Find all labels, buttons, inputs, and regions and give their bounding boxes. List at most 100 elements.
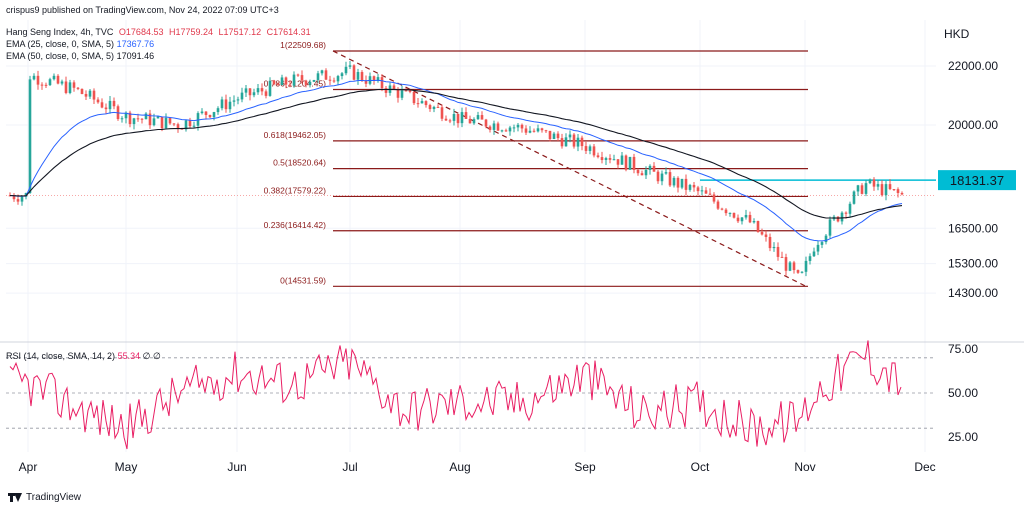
close-value: C17614.31 [266,27,311,37]
candle-body [684,178,688,190]
candle-body [736,217,740,222]
candle-body [840,212,844,222]
candle-body [604,158,608,161]
candle-body [552,133,556,140]
candle-body [420,101,424,104]
candle-body [568,134,572,138]
candle-body [260,88,264,92]
time-tick-label: Dec [914,460,935,474]
candle-body [416,103,420,105]
candle-body [528,130,532,133]
candle-body [772,246,776,249]
candle-body [352,65,356,80]
candle-body [600,157,604,161]
candle-body [192,125,196,127]
candle-body [876,184,880,187]
fib-level-label: 0.236(16414.42) [264,220,327,230]
candle-body [284,77,288,85]
candle-body [712,194,716,202]
candle-body [796,270,800,273]
candle-body [496,123,500,131]
candle-body [216,108,220,113]
ema50-value: 17091.46 [116,51,155,61]
candle-body [656,171,660,182]
price-axis[interactable]: 22000.00 20000.00 16500.00 15300.00 14300.00… [938,59,1016,300]
candle-body [676,177,680,188]
candle-body [240,92,244,100]
candle-body [128,112,132,125]
candle-body [724,209,728,214]
candle-body [820,242,824,245]
candle-body [504,130,508,132]
rsi-panel: 75.00 50.00 25.00 [6,340,978,450]
tradingview-footer[interactable]: TradingView [8,492,81,503]
candle-body [324,70,328,80]
candle-body [148,113,152,126]
candle-body [688,184,692,190]
candle-body [248,88,252,96]
candle-body [312,79,316,82]
candle-body [132,118,136,125]
ema50-legend[interactable]: EMA (50, close, 0, SMA, 5) 17091.46 [6,51,154,61]
candle-body [804,260,808,272]
candle-body [464,112,468,119]
ema25-legend[interactable]: EMA (25, close, 0, SMA, 5) 17367.76 [6,39,154,49]
candle-body [612,159,616,161]
candle-body [456,114,460,124]
candle-body [852,191,856,204]
candle-body [440,107,444,119]
candle-body [540,128,544,131]
candle-body [860,185,864,194]
candle-body [112,100,116,107]
candle-body [72,82,76,88]
candle-body [256,88,260,93]
current-price-label: 18131.37 [950,173,1004,188]
candle-body [280,77,284,86]
candle-body [76,87,80,89]
candle-body [636,169,640,174]
candle-body [780,256,784,258]
candle-body [372,76,376,81]
time-tick-label: Jul [342,460,357,474]
currency-text: HKD [944,27,970,41]
candle-body [332,80,336,82]
candle-body [580,137,584,147]
candle-body [520,124,524,129]
candle-body [896,189,900,193]
time-tick-label: Oct [691,460,710,474]
time-axis[interactable]: Apr May Jun Jul Aug Sep Oct Nov Dec [19,460,936,474]
candle-body [44,84,48,86]
currency-label: HKD [944,27,969,41]
price-tick-label: 15300.00 [948,257,998,271]
candle-body [788,262,792,271]
rsi-label: RSI (14, close, SMA, 14, 2) [6,351,116,361]
candle-body [668,172,672,186]
symbol-line: Hang Seng Index, 4h, TVC O17684.53 H1775… [6,27,311,37]
candle-body [52,75,56,80]
fib-level-label: 1(22509.68) [280,40,326,50]
symbol-name[interactable]: Hang Seng Index, 4h, TVC [6,27,114,37]
ema50-line [9,88,903,219]
candle-body [200,111,204,114]
candle-body [376,77,380,81]
candle-body [68,82,72,93]
candle-body [748,214,752,223]
candle-body [856,185,860,192]
candle-body [364,80,368,84]
candle-body [680,178,684,188]
candle-body [900,192,904,195]
candle-body [704,190,708,194]
candle-body [868,179,872,184]
candle-body [32,75,36,80]
ema25-label: EMA (25, close, 0, SMA, 5) [6,39,115,49]
candle-body [768,236,772,249]
rsi-extras: ∅ ∅ [142,351,161,361]
candle-body [560,138,564,147]
candle-body [792,262,796,271]
candle-body [824,235,828,243]
rsi-legend[interactable]: RSI (14, close, SMA, 14, 2) 55.34 ∅ ∅ [6,351,161,362]
candle-body [700,190,704,192]
rsi-tick-label: 25.00 [948,430,978,444]
candle-body [168,117,172,124]
